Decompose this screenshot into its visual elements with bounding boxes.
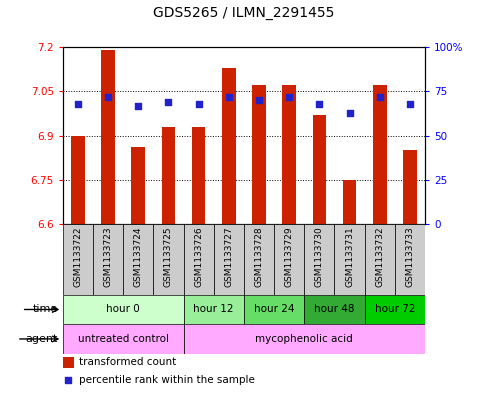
Bar xyxy=(252,85,266,224)
Text: time: time xyxy=(33,305,58,314)
Bar xyxy=(343,180,356,224)
Text: GSM1133723: GSM1133723 xyxy=(103,226,113,287)
Text: GSM1133731: GSM1133731 xyxy=(345,226,354,287)
Text: GSM1133727: GSM1133727 xyxy=(224,226,233,287)
Bar xyxy=(63,356,73,368)
Text: GSM1133725: GSM1133725 xyxy=(164,226,173,287)
Text: GSM1133722: GSM1133722 xyxy=(73,226,83,286)
Point xyxy=(195,101,202,107)
Bar xyxy=(373,85,386,224)
Text: GSM1133733: GSM1133733 xyxy=(405,226,414,287)
Bar xyxy=(184,324,425,354)
Bar xyxy=(213,224,244,295)
Text: hour 24: hour 24 xyxy=(254,305,294,314)
Bar xyxy=(304,295,365,324)
Text: GSM1133724: GSM1133724 xyxy=(134,226,143,286)
Bar xyxy=(184,295,244,324)
Bar xyxy=(304,224,334,295)
Point xyxy=(376,94,384,100)
Text: GSM1133728: GSM1133728 xyxy=(255,226,264,287)
Bar xyxy=(274,224,304,295)
Bar xyxy=(184,224,213,295)
Bar xyxy=(93,224,123,295)
Text: GSM1133730: GSM1133730 xyxy=(315,226,324,287)
Text: GDS5265 / ILMN_2291455: GDS5265 / ILMN_2291455 xyxy=(153,6,335,20)
Bar xyxy=(313,115,326,224)
Bar xyxy=(244,224,274,295)
Bar xyxy=(365,224,395,295)
Text: hour 12: hour 12 xyxy=(194,305,234,314)
Bar xyxy=(222,68,236,224)
Point xyxy=(406,101,414,107)
Text: GSM1133732: GSM1133732 xyxy=(375,226,384,287)
Bar xyxy=(63,224,93,295)
Point xyxy=(225,94,233,100)
Text: hour 0: hour 0 xyxy=(106,305,140,314)
Bar xyxy=(63,324,184,354)
Text: GSM1133726: GSM1133726 xyxy=(194,226,203,287)
Bar xyxy=(395,224,425,295)
Bar xyxy=(244,295,304,324)
Point xyxy=(285,94,293,100)
Point xyxy=(346,110,354,116)
Bar xyxy=(192,127,205,224)
Bar xyxy=(131,147,145,224)
Text: transformed count: transformed count xyxy=(79,357,176,367)
Bar xyxy=(71,136,85,224)
Bar xyxy=(334,224,365,295)
Point xyxy=(165,99,172,105)
Text: untreated control: untreated control xyxy=(78,334,169,344)
Point xyxy=(315,101,323,107)
Bar xyxy=(154,224,184,295)
Bar xyxy=(123,224,154,295)
Bar xyxy=(283,85,296,224)
Text: hour 72: hour 72 xyxy=(375,305,415,314)
Point xyxy=(104,94,112,100)
Bar xyxy=(162,127,175,224)
Text: hour 48: hour 48 xyxy=(314,305,355,314)
Bar xyxy=(101,50,115,224)
Point xyxy=(134,102,142,108)
Text: agent: agent xyxy=(26,334,58,344)
Text: mycophenolic acid: mycophenolic acid xyxy=(256,334,353,344)
Bar xyxy=(403,151,417,224)
Point xyxy=(255,97,263,103)
Text: percentile rank within the sample: percentile rank within the sample xyxy=(79,375,255,385)
Bar xyxy=(63,295,184,324)
Point xyxy=(289,288,297,294)
Text: GSM1133729: GSM1133729 xyxy=(284,226,294,287)
Bar xyxy=(365,295,425,324)
Point xyxy=(74,101,82,107)
